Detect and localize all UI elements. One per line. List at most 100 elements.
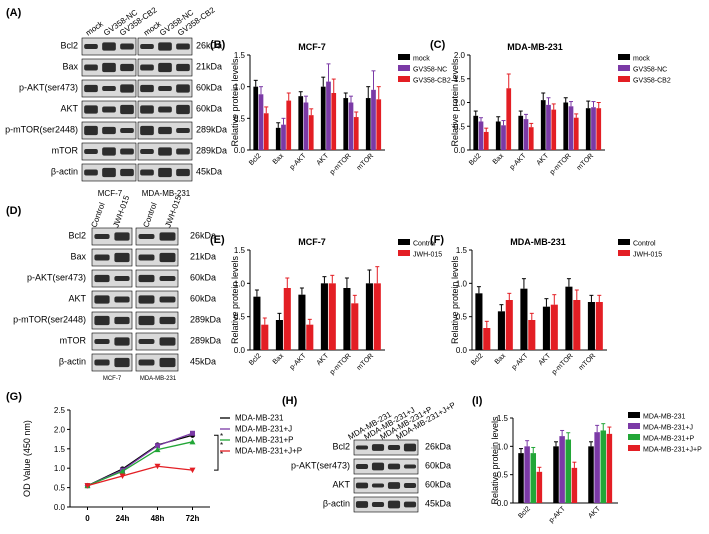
x-tick-label: mTOR <box>356 352 375 371</box>
bar <box>320 86 326 150</box>
protein-label: mTOR <box>52 146 79 156</box>
bar <box>524 446 530 503</box>
protein-band <box>371 502 385 507</box>
protein-label: p-mTOR(ser2448) <box>13 315 86 325</box>
protein-band <box>94 359 110 366</box>
chart-title: MDA-MB-231 <box>507 42 563 52</box>
bar <box>376 99 382 150</box>
bar <box>542 306 550 350</box>
data-point <box>119 468 126 474</box>
y-tick-label: 0.5 <box>54 484 66 493</box>
y-axis-label: Relative protein levels <box>490 416 500 505</box>
panel-label: (D) <box>6 205 22 217</box>
bar <box>518 453 524 503</box>
molecular-weight-label: 21kDa <box>196 62 222 72</box>
protein-band <box>158 126 172 135</box>
protein-band <box>140 149 154 154</box>
protein-label: Bax <box>62 62 78 72</box>
y-tick-label: 1.0 <box>234 83 246 92</box>
blot-strip <box>91 332 133 351</box>
protein-band <box>120 148 134 155</box>
blot-strip <box>353 477 419 494</box>
protein-band <box>355 501 369 508</box>
cell-line-label: MCF-7 <box>98 189 123 198</box>
bar <box>253 86 259 150</box>
bar <box>600 430 607 503</box>
protein-band <box>158 86 172 91</box>
protein-band <box>158 167 172 178</box>
protein-band <box>355 482 369 489</box>
y-tick-label: 1.5 <box>234 51 246 60</box>
y-tick-label: 1.0 <box>54 464 66 473</box>
data-point <box>84 483 91 489</box>
protein-band <box>355 464 369 469</box>
bar <box>571 467 578 503</box>
legend-label: mock <box>633 56 650 63</box>
x-tick-label: Bcl2 <box>470 352 485 367</box>
bar <box>478 121 484 150</box>
protein-band <box>140 84 154 93</box>
y-axis-label: Relative protein levels <box>230 255 240 344</box>
protein-band <box>158 42 172 51</box>
bar <box>298 294 306 350</box>
bar <box>563 102 569 150</box>
protein-band <box>138 254 155 261</box>
x-tick-label: AKT <box>538 352 553 367</box>
protein-band <box>159 252 176 263</box>
bar <box>501 125 506 150</box>
legend-swatch <box>398 76 410 82</box>
protein-band <box>102 126 116 135</box>
bar <box>373 283 381 350</box>
x-tick-label: p-AKT <box>548 505 567 524</box>
y-tick-label: 1.5 <box>54 445 66 454</box>
x-tick-label: Bcl2 <box>517 505 532 520</box>
significance-mark: * <box>220 432 223 441</box>
legend-label: GV358-NC <box>413 67 447 74</box>
x-tick-label: p-mTOR <box>551 352 575 376</box>
protein-band <box>159 276 176 281</box>
protein-band <box>138 234 155 239</box>
y-tick-label: 1.5 <box>456 246 468 255</box>
bar <box>518 115 524 150</box>
bar <box>591 107 596 150</box>
legend-label: GV358-CB2 <box>413 78 451 85</box>
protein-band <box>102 147 116 156</box>
bar <box>343 98 349 150</box>
molecular-weight-label: 45kDa <box>425 498 451 508</box>
y-tick-label: 1.0 <box>497 442 509 451</box>
legend-label: MDA-MB-231+J <box>235 425 292 434</box>
bar <box>261 324 269 350</box>
cell-line-label: MDA-MB-231 <box>140 376 177 382</box>
protein-band <box>387 482 401 489</box>
protein-band <box>138 339 155 344</box>
x-tick-label: AKT <box>316 152 331 167</box>
blot-strip <box>91 290 133 309</box>
cell-line-label: MDA-MB-231 <box>142 189 191 198</box>
protein-band <box>114 276 130 281</box>
protein-band <box>387 500 401 509</box>
protein-label: AKT <box>68 294 86 304</box>
protein-band <box>403 464 417 469</box>
bar <box>594 432 600 503</box>
panel-label: (H) <box>282 395 298 407</box>
legend-swatch <box>618 65 630 71</box>
protein-label: p-mTOR(ser2448) <box>5 125 78 135</box>
bar <box>483 131 489 150</box>
legend-label: JWH-015 <box>633 252 662 259</box>
data-point <box>119 473 126 479</box>
protein-label: Bax <box>70 252 86 262</box>
protein-band <box>114 232 130 241</box>
protein-band <box>120 168 134 177</box>
protein-band <box>84 149 98 154</box>
protein-band <box>371 483 385 488</box>
legend-label: mock <box>413 56 430 63</box>
bar <box>540 100 546 150</box>
bar <box>258 94 264 150</box>
data-point <box>190 430 195 436</box>
protein-band <box>120 128 134 133</box>
protein-band <box>159 296 176 303</box>
protein-label: p-AKT(ser473) <box>19 83 78 93</box>
